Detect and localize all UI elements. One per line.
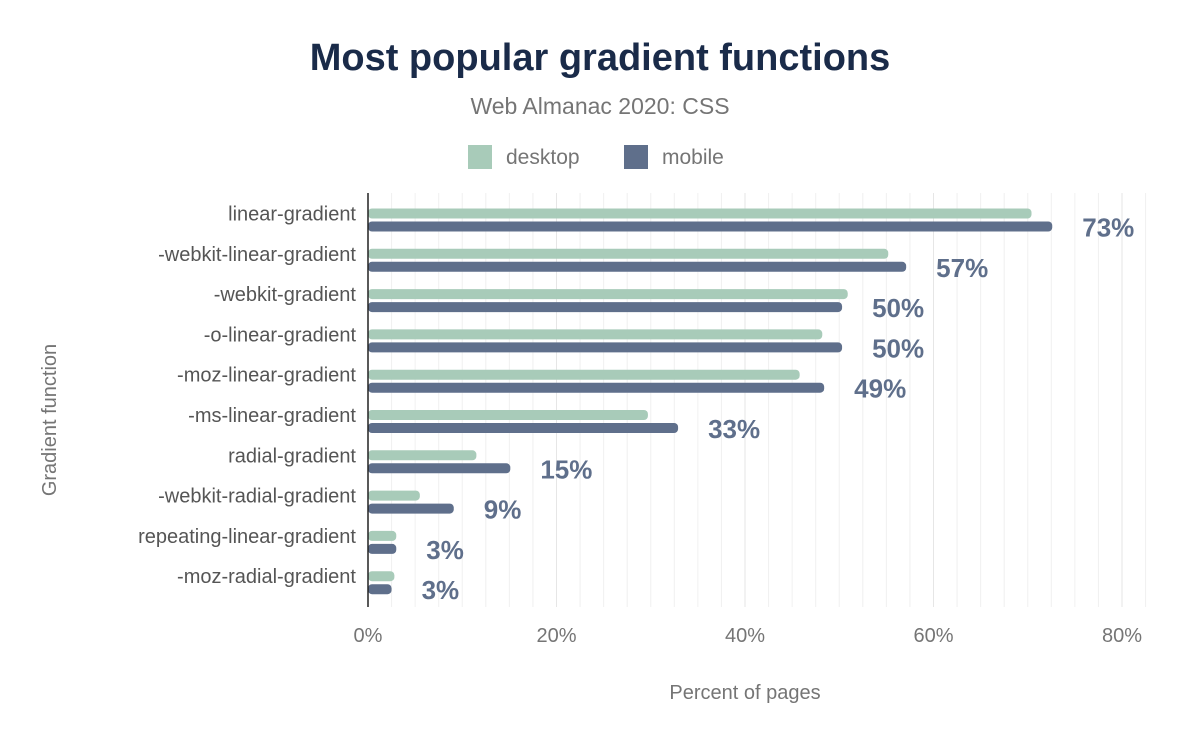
- data-label: 3%: [426, 535, 464, 565]
- category-label: -ms-linear-gradient: [188, 405, 356, 427]
- chart-title: Most popular gradient functions: [310, 37, 891, 79]
- bar-desktop: [368, 329, 823, 340]
- bar-desktop: [368, 530, 397, 541]
- bar-mobile: [368, 584, 392, 595]
- bar-desktop: [368, 208, 1032, 219]
- bar-mobile: [368, 382, 825, 393]
- bar-mobile: [368, 463, 511, 474]
- bar-mobile: [368, 423, 679, 433]
- category-label: -webkit-radial-gradient: [158, 486, 356, 508]
- x-tick-label: 0%: [354, 625, 383, 647]
- category-label: repeating-linear-gradient: [138, 526, 356, 548]
- data-label: 15%: [540, 454, 592, 484]
- bar-mobile: [368, 221, 1053, 232]
- legend-label-desktop: desktop: [506, 146, 580, 169]
- bar-mobile: [368, 261, 907, 272]
- data-label: 73%: [1082, 213, 1134, 243]
- bar-desktop: [368, 410, 648, 420]
- category-label: -moz-linear-gradient: [177, 365, 356, 387]
- bar-mobile: [368, 503, 454, 514]
- category-label: -webkit-gradient: [214, 284, 357, 306]
- bar-desktop: [368, 369, 800, 380]
- x-tick-label: 40%: [725, 625, 765, 647]
- data-label: 49%: [854, 374, 906, 404]
- bar-desktop: [368, 571, 395, 582]
- bar-mobile: [368, 342, 843, 353]
- bar-mobile: [368, 543, 397, 554]
- chart-subtitle: Web Almanac 2020: CSS: [470, 93, 729, 119]
- data-label: 57%: [936, 253, 988, 283]
- bar-mobile: [368, 302, 843, 313]
- legend-label-mobile: mobile: [662, 146, 724, 169]
- x-tick-label: 20%: [536, 625, 576, 647]
- legend: desktop mobile: [468, 145, 724, 169]
- category-label: radial-gradient: [228, 445, 356, 467]
- legend-swatch-desktop: [468, 145, 492, 169]
- x-tick-label: 80%: [1102, 625, 1142, 647]
- x-axis-title: Percent of pages: [669, 682, 820, 704]
- category-label: linear-gradient: [228, 204, 356, 226]
- data-label: 9%: [484, 495, 522, 525]
- bar-desktop: [368, 289, 848, 300]
- category-label: -moz-radial-gradient: [177, 566, 356, 588]
- x-tick-label: 60%: [913, 625, 953, 647]
- y-axis-title: Gradient function: [39, 344, 61, 496]
- data-label: 3%: [422, 575, 460, 605]
- category-label: -o-linear-gradient: [204, 324, 357, 346]
- bar-desktop: [368, 490, 420, 501]
- legend-swatch-mobile: [624, 145, 648, 169]
- category-label: -webkit-linear-gradient: [158, 244, 356, 266]
- bar-desktop: [368, 450, 477, 461]
- data-label: 33%: [708, 414, 760, 444]
- data-label: 50%: [872, 333, 924, 363]
- bar-desktop: [368, 248, 889, 259]
- data-label: 50%: [872, 293, 924, 323]
